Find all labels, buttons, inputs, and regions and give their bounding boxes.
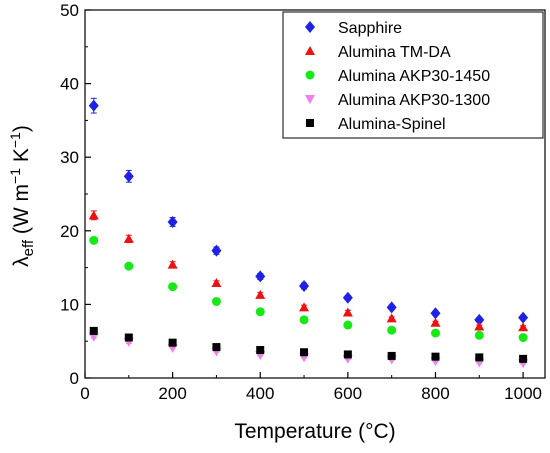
- data-point: [168, 282, 178, 292]
- x-tick-label: 1000: [504, 384, 542, 403]
- data-point: [300, 348, 309, 357]
- data-point: [474, 330, 484, 340]
- x-axis-title: Temperature (°C): [234, 420, 395, 443]
- data-point: [431, 352, 440, 361]
- data-point: [88, 332, 99, 342]
- data-point: [387, 325, 397, 335]
- data-point: [299, 302, 310, 312]
- y-tick-label: 20: [60, 222, 79, 241]
- y-axis-title-symbol: λ: [10, 256, 33, 267]
- legend-label: Alumina AKP30-1300: [338, 92, 490, 109]
- y-tick-label: 0: [70, 369, 79, 388]
- legend: Sapphire Alumina TM-DA Alumina AKP30-1450 A…: [282, 11, 544, 139]
- data-point: [518, 322, 529, 332]
- y-axis-title-units-k: K: [10, 148, 33, 168]
- data-point: [475, 353, 484, 362]
- data-point: [299, 280, 310, 292]
- data-point: [89, 235, 99, 245]
- data-marks: [88, 97, 529, 369]
- data-point: [211, 244, 222, 257]
- data-point: [518, 333, 528, 343]
- legend-label: Alumina AKP30-1450: [338, 68, 490, 85]
- series-sapphire: [88, 97, 529, 326]
- legend-box: [282, 11, 544, 139]
- y-tick-label: 50: [60, 1, 79, 20]
- y-axis-title-subscript: eff: [20, 239, 37, 256]
- data-point: [386, 313, 397, 323]
- data-point: [342, 291, 353, 304]
- legend-marker: [305, 95, 315, 104]
- y-tick-label: 40: [60, 75, 79, 94]
- x-tick-label: 800: [421, 384, 449, 403]
- x-tick-label: 600: [334, 384, 362, 403]
- data-point: [342, 307, 353, 317]
- data-point: [343, 350, 352, 359]
- data-point: [299, 315, 309, 325]
- data-point: [89, 326, 98, 335]
- y-axis-title-units: (W m: [10, 184, 33, 240]
- x-tick-label: 0: [80, 384, 89, 403]
- legend-marker: [305, 70, 315, 80]
- data-point: [387, 351, 396, 360]
- data-point: [519, 354, 528, 363]
- data-point: [124, 261, 134, 271]
- data-point: [212, 343, 221, 352]
- data-point: [518, 311, 529, 324]
- data-point: [123, 170, 134, 183]
- data-point: [343, 320, 353, 330]
- data-point: [124, 333, 133, 342]
- y-axis-title-exp1: −1: [7, 168, 23, 184]
- legend-marker: [305, 46, 315, 55]
- data-point: [211, 278, 222, 288]
- data-point: [167, 215, 178, 228]
- series-alumina-tm-da: [88, 210, 529, 332]
- y-tick-label: 10: [60, 295, 79, 314]
- data-point: [255, 307, 265, 317]
- data-point: [474, 313, 485, 326]
- legend-label: Sapphire: [338, 20, 402, 37]
- data-point: [430, 317, 441, 327]
- series-alumina-akp30-1450: [89, 235, 528, 343]
- y-tick-label: 30: [60, 148, 79, 167]
- data-point: [88, 210, 99, 220]
- axis-ticks: 0 200 400 600 800 1000 0 10 20 30 40 50: [60, 1, 542, 403]
- data-point: [88, 99, 99, 112]
- legend-marker: [306, 119, 314, 127]
- data-point: [430, 307, 441, 320]
- legend-marker: [305, 21, 315, 33]
- y-axis-title-exp2: −1: [7, 132, 23, 148]
- data-point: [123, 233, 134, 243]
- series-alumina-akp30-1300: [88, 332, 529, 369]
- x-tick-label: 200: [158, 384, 186, 403]
- data-point: [386, 301, 397, 314]
- data-point: [255, 270, 266, 283]
- y-axis-title: λeff (W m−1 K−1): [7, 125, 37, 267]
- data-point: [474, 321, 485, 331]
- x-tick-label: 400: [246, 384, 274, 403]
- data-point: [168, 338, 177, 347]
- data-point: [167, 259, 178, 269]
- series-alumina-spinel: [89, 326, 528, 363]
- legend-label: Alumina-Spinel: [338, 116, 446, 133]
- data-point: [255, 289, 266, 299]
- legend-label: Alumina TM-DA: [338, 44, 451, 61]
- data-point: [211, 296, 221, 306]
- y-axis-title-close: ): [10, 125, 33, 132]
- data-point: [430, 328, 440, 338]
- data-point: [256, 346, 265, 355]
